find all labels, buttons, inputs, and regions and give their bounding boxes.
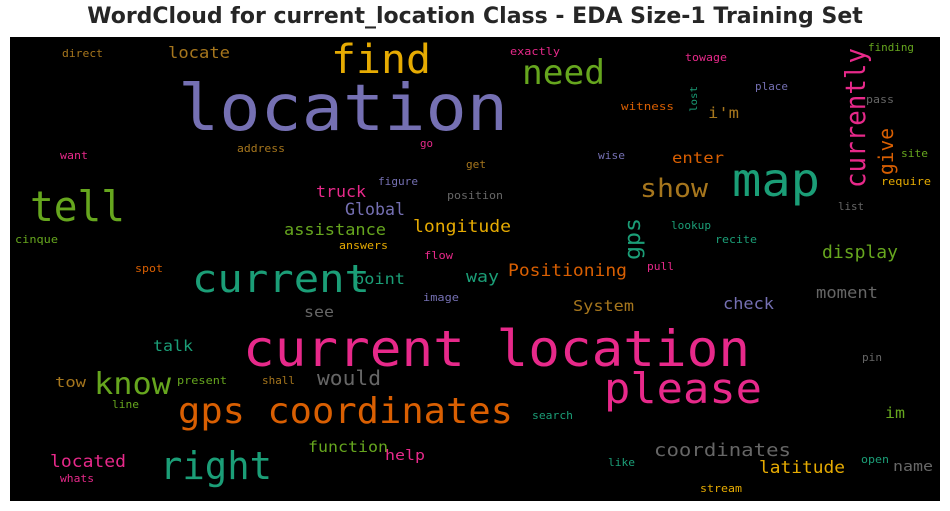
cloud-word: System [573, 297, 634, 315]
cloud-word: point [354, 270, 405, 288]
cloud-word: see [304, 303, 334, 321]
cloud-word: tell [30, 182, 125, 231]
cloud-word: right [160, 444, 272, 488]
cloud-word: wise [598, 149, 625, 162]
cloud-word: find [331, 37, 431, 83]
cloud-word: place [755, 80, 788, 93]
cloud-word: i'm [708, 104, 739, 122]
cloud-word: name [893, 459, 933, 475]
cloud-word: spot [135, 262, 163, 275]
cloud-word: cinque [15, 233, 58, 246]
cloud-word: truck [316, 182, 366, 201]
cloud-word: would [317, 366, 381, 390]
cloud-word: pull [647, 260, 674, 273]
cloud-word: stream [700, 482, 742, 495]
cloud-word: know [94, 367, 172, 402]
cloud-word: position [447, 189, 503, 202]
cloud-word: talk [153, 337, 193, 355]
cloud-word: open [861, 453, 889, 466]
cloud-word: currently [839, 48, 872, 188]
cloud-word: map [732, 153, 820, 207]
cloud-word: gps coordinates [178, 391, 513, 432]
cloud-word: finding [868, 41, 914, 54]
cloud-word: recite [715, 233, 757, 246]
cloud-word: lost [689, 86, 700, 112]
cloud-word: locate [168, 43, 230, 62]
cloud-word: assistance [284, 220, 386, 239]
cloud-word: tow [55, 375, 87, 391]
cloud-word: site [901, 147, 928, 160]
cloud-word: pass [866, 93, 894, 106]
cloud-word: Positioning [508, 261, 627, 281]
cloud-word: direct [62, 47, 103, 60]
cloud-word: go [420, 137, 433, 150]
cloud-word: need [522, 53, 605, 93]
cloud-word: figure [378, 175, 418, 188]
cloud-word: gps [621, 218, 646, 260]
cloud-word: address [237, 142, 285, 155]
cloud-word: flow [424, 249, 453, 262]
cloud-word: require [881, 175, 931, 188]
cloud-word: Global [345, 200, 405, 220]
cloud-word: want [60, 149, 88, 162]
cloud-word: whats [60, 472, 94, 485]
cloud-word: location [178, 72, 508, 146]
cloud-word: exactly [510, 45, 560, 58]
cloud-word: line [112, 398, 139, 411]
cloud-word: function [308, 438, 388, 456]
cloud-word: towage [685, 51, 727, 64]
cloud-word: list [838, 200, 864, 213]
cloud-word: shall [262, 374, 295, 387]
cloud-word: image [423, 291, 459, 304]
cloud-word: way [466, 267, 499, 286]
cloud-word: moment [816, 283, 878, 302]
cloud-word: lookup [671, 219, 711, 232]
cloud-word: pin [862, 351, 882, 364]
cloud-word: im [885, 404, 905, 422]
cloud-word: witness [621, 100, 674, 113]
cloud-word: like [608, 456, 635, 469]
cloud-word: show [640, 174, 708, 204]
cloud-word: search [532, 409, 573, 422]
cloud-word: please [604, 364, 762, 413]
cloud-word: help [385, 448, 425, 464]
cloud-word: located [50, 452, 126, 472]
cloud-word: answers [339, 239, 388, 252]
cloud-word: check [723, 294, 774, 313]
cloud-word: enter [672, 149, 724, 167]
cloud-word: display [822, 242, 898, 263]
cloud-word: longitude [413, 217, 511, 237]
cloud-word: latitude [759, 458, 845, 478]
cloud-word: get [466, 158, 486, 171]
cloud-word: current [192, 257, 370, 301]
cloud-word: present [177, 374, 227, 387]
cloud-word: give [874, 128, 898, 175]
